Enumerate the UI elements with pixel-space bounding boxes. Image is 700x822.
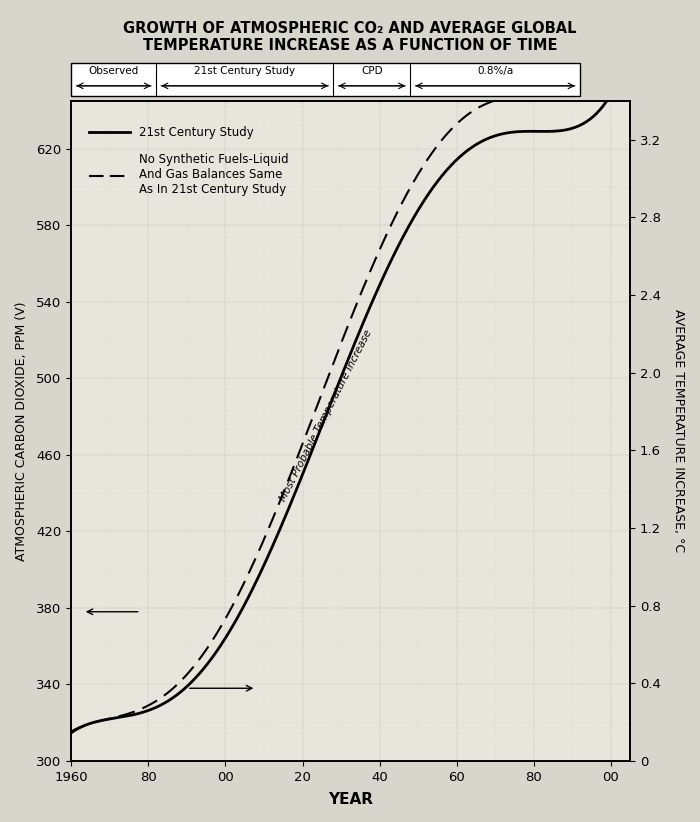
Y-axis label: AVERAGE TEMPERATURE INCREASE, °C: AVERAGE TEMPERATURE INCREASE, °C — [672, 309, 685, 552]
Text: 21st Century Study: 21st Century Study — [194, 66, 295, 76]
FancyBboxPatch shape — [71, 62, 580, 95]
Text: CPD: CPD — [361, 66, 383, 76]
Text: GROWTH OF ATMOSPHERIC CO₂ AND AVERAGE GLOBAL
TEMPERATURE INCREASE AS A FUNCTION : GROWTH OF ATMOSPHERIC CO₂ AND AVERAGE GL… — [123, 21, 577, 53]
Text: Observed: Observed — [89, 66, 139, 76]
Legend: 21st Century Study, No Synthetic Fuels-Liquid
And Gas Balances Same
As In 21st C: 21st Century Study, No Synthetic Fuels-L… — [83, 120, 295, 202]
Y-axis label: ATMOSPHERIC CARBON DIOXIDE, PPM (V): ATMOSPHERIC CARBON DIOXIDE, PPM (V) — [15, 301, 28, 561]
Text: 0.8%/a: 0.8%/a — [477, 66, 513, 76]
Text: Most Probable Temperature Increase: Most Probable Temperature Increase — [278, 328, 374, 503]
X-axis label: YEAR: YEAR — [328, 792, 373, 807]
